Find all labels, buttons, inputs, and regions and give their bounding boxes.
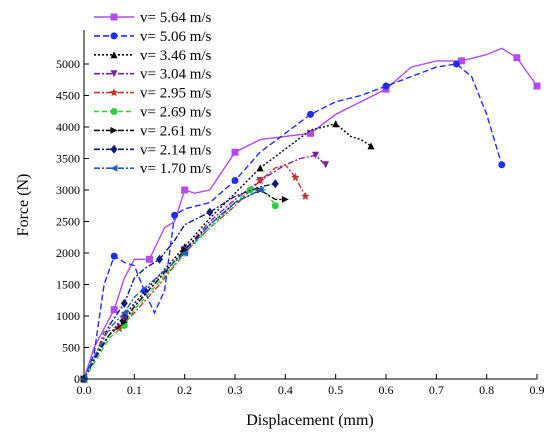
data-point [498,161,506,169]
y-tick-label: 3500 [56,152,80,166]
x-tick-label: 0.2 [177,383,192,397]
data-point [307,110,314,118]
legend-marker-7 [110,144,118,154]
data-point [110,252,118,260]
x-tick-label: 0.9 [530,383,545,397]
legend-marker-0 [110,13,118,21]
data-point [181,246,189,254]
data-point [322,161,330,169]
y-tick-label: 5000 [56,57,80,71]
y-tick-label: 2500 [56,215,80,229]
data-point [120,298,128,308]
data-point [181,186,189,194]
data-point [145,255,153,263]
legend-label-0: v= 5.64 m/s [140,10,212,26]
data-point [256,186,264,194]
data-point [367,142,375,150]
x-tick-label: 0.6 [379,383,394,397]
data-point [156,254,163,264]
legend-label-1: v= 5.06 m/s [140,29,212,45]
data-point [110,306,118,314]
y-tick-label: 3000 [56,183,80,197]
x-tick-label: 0.5 [328,383,343,397]
y-tick-label: 1500 [56,278,80,292]
y-tick-label: 1000 [56,309,80,323]
data-point [513,54,521,62]
series-line-6 [83,189,286,380]
plot-lines [79,47,541,384]
data-point [255,176,265,185]
data-point [120,315,128,323]
y-axis-label: Force (N) [15,174,32,237]
series-line-3 [83,154,327,380]
data-point [452,60,460,68]
legend-marker-4 [109,88,119,97]
legend-marker-5 [110,108,118,115]
legend-label-4: v= 2.95 m/s [140,86,212,102]
legend-label-6: v= 2.61 m/s [140,123,212,139]
x-axis-label: Displacement (mm) [246,412,374,429]
data-point [281,195,289,203]
legend-label-3: v= 3.04 m/s [140,67,212,83]
legend-marker-8 [110,164,118,172]
legend-marker-6 [110,126,118,134]
data-point [231,148,239,156]
y-tick-label: 4500 [56,89,80,103]
data-point [256,164,264,172]
legend-marker-1 [110,32,118,40]
data-point [231,177,239,185]
y-tick-label: 2000 [56,246,80,260]
x-tick-label: 0.3 [228,383,243,397]
legend-label-5: v= 2.69 m/s [140,105,212,121]
data-point [271,179,279,189]
legend-label-2: v= 3.46 m/s [140,48,212,64]
data-point [312,151,319,159]
series-line-5 [83,189,276,380]
data-point [307,129,314,137]
x-tick-label: 0.8 [479,383,494,397]
data-point [171,211,179,219]
data-point [533,82,541,90]
series-line-7 [83,183,276,380]
legend-label-7: v= 2.14 m/s [140,142,212,158]
data-point [181,249,189,257]
data-point [120,318,128,326]
legend: v= 5.64 m/s v= 5.06 m/s v= 3.46 m/s v= 3.04… [94,10,212,177]
data-point [271,202,279,210]
legend-marker-2 [110,51,118,59]
x-tick-label: 0.7 [429,383,444,397]
data-point [291,172,300,181]
data-point [206,207,214,217]
data-point [332,120,340,128]
data-point [120,309,128,317]
y-tick-label: 500 [62,341,80,355]
data-point [115,324,124,333]
x-tick-label: 0.4 [278,383,293,397]
y-tick-label: 4000 [56,120,80,134]
x-tick-label: 0.1 [127,383,142,397]
legend-marker-3 [110,70,118,78]
data-point [382,82,390,90]
x-ticks: 0.0 0.1 0.2 0.3 0.4 0.5 0.6 0.7 0.8 0.9 [77,374,545,397]
x-tick-label: 0.0 [77,383,92,397]
y-ticks: 0 500 1000 1500 2000 2500 3000 3500 4000 4500 5000 [56,57,89,386]
y-tick-label: 0 [74,372,80,386]
data-point [301,191,310,200]
data-point [458,57,465,65]
legend-label-8: v= 1.70 m/s [140,161,212,177]
series-line-8 [83,189,261,380]
